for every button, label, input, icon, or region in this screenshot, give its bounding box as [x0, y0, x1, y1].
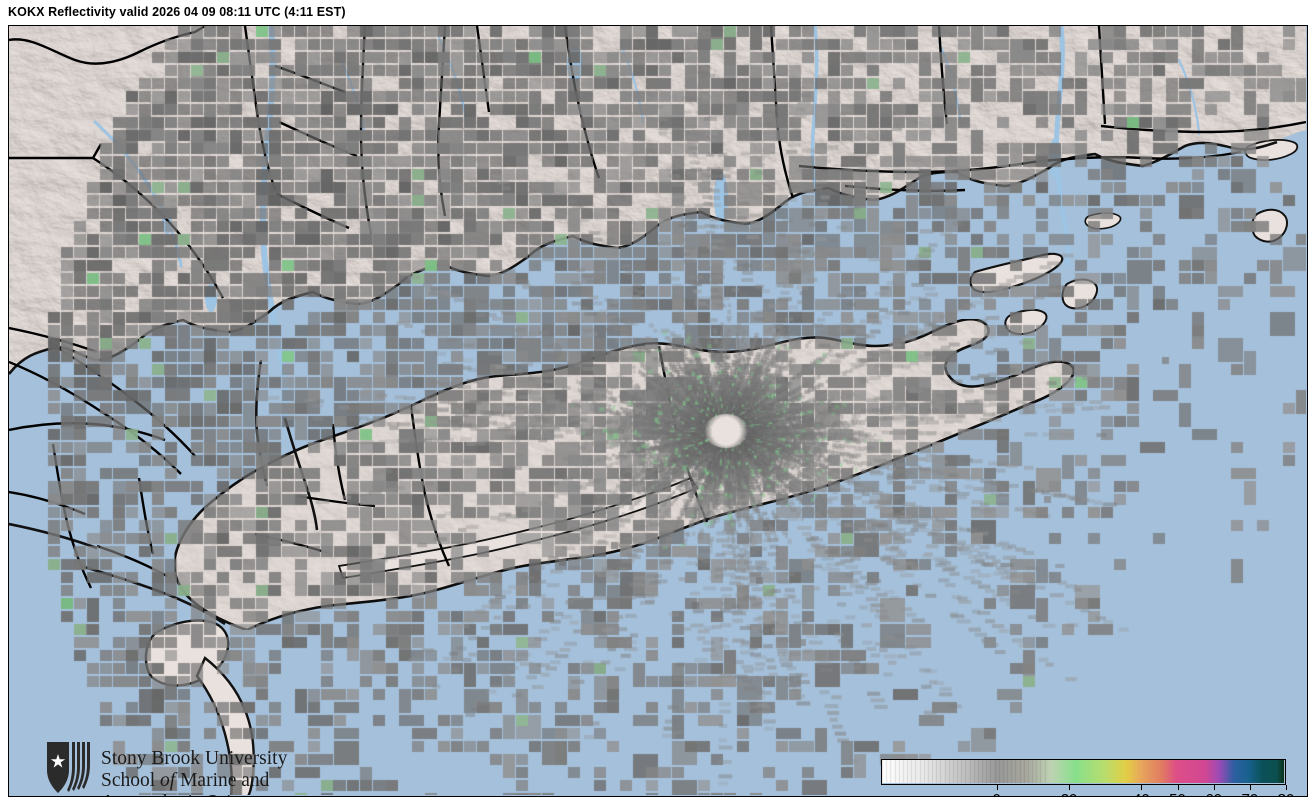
colorbar-tick-label: 20: [1061, 791, 1078, 796]
reflectivity-colorbar: 0 20 40 50 60 70 80: [881, 759, 1294, 796]
colorbar-tick: [1177, 785, 1179, 790]
colorbar-tick: [996, 785, 998, 790]
colorbar-tick-label: 70: [1241, 791, 1258, 796]
colorbar-tick: [1213, 785, 1215, 790]
radar-reflectivity-layer: [9, 26, 1306, 795]
page-title: KOKX Reflectivity valid 2026 04 09 08:11…: [8, 5, 346, 19]
colorbar-tick-label: 60: [1205, 791, 1222, 796]
colorbar-gradient: [881, 759, 1286, 785]
colorbar-tick: [1286, 785, 1287, 790]
colorbar-tick: [1069, 785, 1071, 790]
colorbar-tick-label: 40: [1133, 791, 1150, 796]
colorbar-ticks: 0 20 40 50 60 70 80: [881, 785, 1294, 796]
colorbar-tick: [1249, 785, 1251, 790]
colorbar-tick-label: 80: [1278, 791, 1295, 796]
colorbar-canvas: [882, 760, 1284, 783]
colorbar-tick-label: 50: [1169, 791, 1186, 796]
colorbar-tick-label: 0: [993, 791, 1001, 796]
colorbar-tick: [1141, 785, 1143, 790]
map-panel[interactable]: Stony Brook University School of Marine …: [8, 25, 1308, 797]
